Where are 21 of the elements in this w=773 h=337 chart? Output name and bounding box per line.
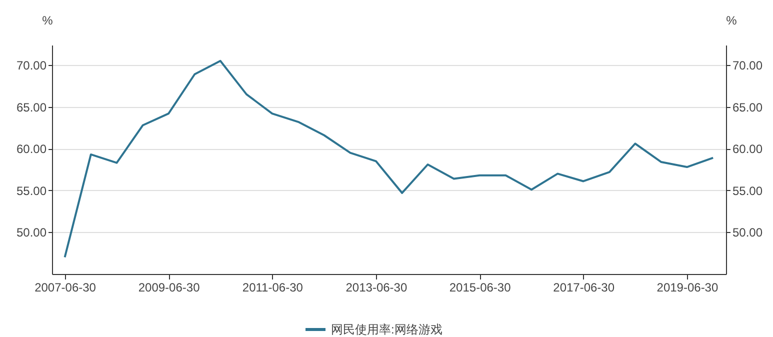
x-tick-label: 2009-06-30	[138, 280, 200, 294]
y-tick-label: 60.00	[16, 142, 47, 156]
y2-tick-label: 55.00	[732, 184, 763, 198]
y2-tick-label: 50.00	[732, 226, 763, 240]
y2-tick-label: 70.00	[732, 58, 763, 73]
x-tick-label: 2013-06-30	[346, 280, 408, 294]
x-tick-label: 2017-06-30	[553, 280, 615, 294]
y-tick-label: 55.00	[16, 184, 47, 198]
x-tick-label: 2019-06-30	[656, 280, 718, 294]
y2-tick-label: 60.00	[732, 142, 763, 156]
y2-tick-label: 65.00	[732, 100, 763, 114]
x-tick-label: 2007-06-30	[34, 280, 96, 294]
legend-label: 网民使用率:网络游戏	[331, 322, 442, 336]
y-tick-label: 50.00	[16, 226, 47, 240]
y2-axis-title: %	[726, 14, 738, 28]
line-series	[64, 60, 714, 258]
y-tick-label: 70.00	[16, 58, 47, 73]
x-tick-label: 2011-06-30	[242, 280, 304, 294]
y-tick-label: 65.00	[16, 100, 47, 114]
x-tick-label: 2015-06-30	[449, 280, 512, 294]
y-axis-title: %	[42, 14, 54, 28]
